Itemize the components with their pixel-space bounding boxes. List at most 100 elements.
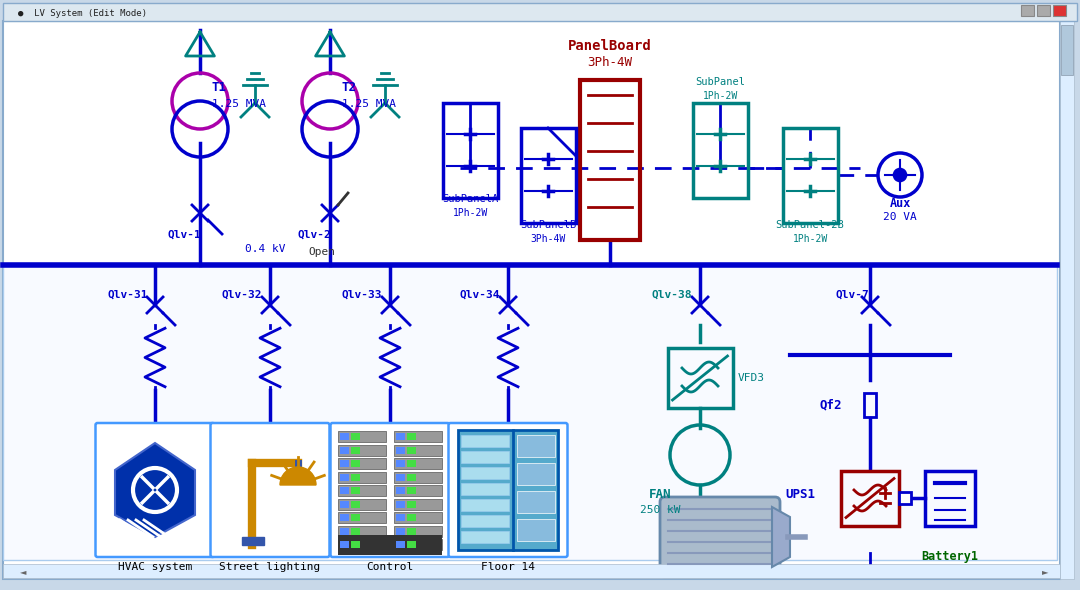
FancyBboxPatch shape [338,471,386,483]
FancyBboxPatch shape [3,21,1059,579]
Text: SubPanelB: SubPanelB [519,220,576,230]
Text: Qlv-2: Qlv-2 [298,230,332,240]
Text: ◄: ◄ [21,568,27,576]
Text: UPS1: UPS1 [785,488,815,501]
FancyBboxPatch shape [407,514,416,521]
FancyBboxPatch shape [351,487,360,494]
FancyBboxPatch shape [340,447,349,454]
Text: 1Ph-2W: 1Ph-2W [453,208,488,218]
FancyBboxPatch shape [211,423,329,557]
Text: SubPanel: SubPanel [696,77,745,87]
Text: Qlv-1: Qlv-1 [168,230,202,240]
FancyBboxPatch shape [340,541,349,548]
FancyBboxPatch shape [407,447,416,454]
FancyBboxPatch shape [396,541,405,548]
FancyBboxPatch shape [3,265,1057,560]
FancyBboxPatch shape [394,499,442,510]
FancyBboxPatch shape [396,433,405,440]
FancyBboxPatch shape [3,3,1077,21]
FancyBboxPatch shape [330,423,449,557]
FancyBboxPatch shape [407,474,416,480]
FancyBboxPatch shape [396,514,405,521]
FancyBboxPatch shape [407,433,416,440]
FancyBboxPatch shape [394,471,442,483]
Text: VFD3: VFD3 [738,373,765,383]
FancyBboxPatch shape [340,514,349,521]
Text: 1.25 MVA: 1.25 MVA [212,99,266,109]
FancyBboxPatch shape [351,541,360,548]
FancyBboxPatch shape [338,512,386,523]
Text: 1Ph-2W: 1Ph-2W [702,91,738,101]
Circle shape [893,168,906,182]
FancyBboxPatch shape [461,467,509,479]
Wedge shape [280,467,316,485]
FancyBboxPatch shape [338,485,386,496]
Text: Aux: Aux [889,197,910,210]
FancyBboxPatch shape [394,539,442,550]
FancyBboxPatch shape [517,519,555,541]
FancyBboxPatch shape [338,458,386,469]
Text: Qf2: Qf2 [820,398,842,411]
FancyBboxPatch shape [340,527,349,535]
Text: T1: T1 [212,81,227,94]
Text: Qlv-38: Qlv-38 [652,290,692,300]
FancyBboxPatch shape [517,491,555,513]
FancyBboxPatch shape [351,514,360,521]
FancyBboxPatch shape [1037,5,1050,16]
Text: SubPanel-2B: SubPanel-2B [775,220,845,230]
Text: 1.25 MVA: 1.25 MVA [342,99,396,109]
Text: Open: Open [308,247,335,257]
Text: ●  LV System (Edit Mode): ● LV System (Edit Mode) [18,9,147,18]
Text: Floor 14: Floor 14 [481,562,535,572]
FancyBboxPatch shape [407,460,416,467]
FancyBboxPatch shape [396,527,405,535]
Text: HVAC system: HVAC system [118,562,192,572]
Text: 1Ph-2W: 1Ph-2W [793,234,827,244]
FancyBboxPatch shape [340,500,349,507]
FancyBboxPatch shape [338,539,386,550]
FancyBboxPatch shape [396,474,405,480]
FancyBboxPatch shape [351,447,360,454]
FancyBboxPatch shape [1053,5,1066,16]
FancyBboxPatch shape [1059,21,1074,579]
FancyBboxPatch shape [461,515,509,527]
FancyBboxPatch shape [1021,5,1034,16]
Text: PanelBoard: PanelBoard [568,39,652,53]
FancyBboxPatch shape [461,483,509,495]
FancyBboxPatch shape [394,431,442,442]
FancyBboxPatch shape [394,526,442,536]
Text: Battery1: Battery1 [921,550,978,563]
FancyBboxPatch shape [338,499,386,510]
FancyBboxPatch shape [407,487,416,494]
FancyBboxPatch shape [351,474,360,480]
FancyBboxPatch shape [351,460,360,467]
FancyBboxPatch shape [351,527,360,535]
Text: ►: ► [1041,568,1048,576]
FancyBboxPatch shape [351,500,360,507]
Text: Qlv-33: Qlv-33 [342,290,382,300]
Text: Qlv-7: Qlv-7 [835,290,868,300]
Text: SubPanelA: SubPanelA [442,194,498,204]
Text: T2: T2 [342,81,357,94]
FancyBboxPatch shape [461,435,509,447]
FancyBboxPatch shape [407,500,416,507]
FancyBboxPatch shape [3,564,1059,578]
FancyBboxPatch shape [340,474,349,480]
FancyBboxPatch shape [338,535,442,555]
FancyBboxPatch shape [242,537,264,545]
Text: Qlv-32: Qlv-32 [222,290,262,300]
Text: Street lighting: Street lighting [219,562,321,572]
Text: FAN: FAN [649,488,672,501]
FancyBboxPatch shape [396,487,405,494]
FancyBboxPatch shape [1061,25,1074,75]
FancyBboxPatch shape [95,423,215,557]
FancyBboxPatch shape [340,487,349,494]
FancyBboxPatch shape [660,497,780,577]
FancyBboxPatch shape [517,435,555,457]
FancyBboxPatch shape [407,527,416,535]
Text: 20 VA: 20 VA [883,212,917,222]
Text: Control: Control [366,562,414,572]
FancyBboxPatch shape [458,430,558,550]
Polygon shape [114,443,195,537]
FancyBboxPatch shape [461,451,509,463]
